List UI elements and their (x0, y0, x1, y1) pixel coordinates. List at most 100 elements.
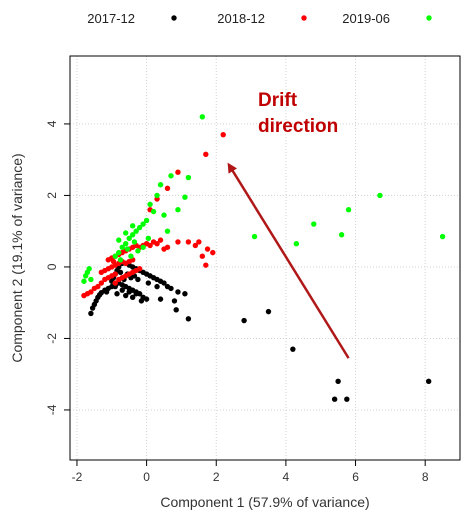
data-point (199, 114, 206, 120)
legend-marker (171, 15, 177, 21)
data-point (117, 269, 124, 276)
y-tick-label: -4 (45, 404, 59, 415)
data-point (290, 346, 296, 352)
data-point (116, 237, 122, 243)
data-point (136, 266, 143, 272)
legend-label: 2017-12 (87, 11, 135, 26)
legend-label: 2018-12 (217, 11, 265, 26)
x-tick-label: 6 (352, 470, 359, 484)
x-tick-label: 4 (283, 470, 290, 484)
data-point (123, 230, 129, 236)
data-point (147, 201, 153, 208)
drift-arrow (227, 162, 350, 359)
x-axis-title: Component 1 (57.9% of variance) (160, 494, 369, 510)
data-point (157, 182, 164, 188)
data-point (168, 173, 174, 179)
data-point (136, 224, 143, 231)
data-point (345, 207, 352, 213)
data-point (112, 271, 118, 277)
data-point (126, 235, 132, 242)
data-point (335, 378, 341, 385)
data-point (175, 207, 181, 213)
data-point (129, 294, 136, 301)
data-point (129, 223, 136, 229)
data-point (161, 212, 167, 218)
data-point (164, 244, 171, 250)
data-point (140, 221, 146, 227)
data-point (164, 185, 171, 191)
data-point (220, 131, 226, 138)
data-point (185, 239, 192, 245)
data-point (124, 246, 131, 252)
y-tick-label: 2 (45, 192, 59, 199)
data-point (114, 291, 120, 297)
data-point (116, 249, 122, 256)
data-point (133, 228, 139, 234)
data-point (377, 192, 383, 199)
data-point (147, 242, 153, 249)
series-2018-12 (81, 131, 226, 299)
data-point (157, 296, 164, 302)
data-point (157, 237, 164, 243)
data-point (143, 217, 150, 224)
x-tick-label: 0 (143, 470, 150, 484)
data-point (204, 246, 211, 252)
data-point (311, 221, 317, 227)
data-point (81, 278, 87, 284)
data-point (439, 233, 446, 240)
data-point (112, 280, 118, 286)
data-point (154, 192, 160, 199)
data-point (175, 289, 181, 295)
data-point (86, 266, 92, 272)
data-point (128, 253, 134, 259)
data-point (129, 232, 136, 238)
data-point (251, 233, 258, 240)
drift-annotation: Drift direction (227, 90, 350, 359)
data-point (154, 240, 160, 247)
series-2019-06 (81, 114, 446, 284)
data-point (203, 262, 209, 268)
data-point (88, 276, 94, 283)
plot-frame (69, 55, 461, 461)
data-point (196, 239, 202, 245)
data-point (154, 283, 160, 290)
drift-label: Drift (258, 90, 298, 111)
data-point (171, 298, 178, 304)
data-point (95, 283, 101, 290)
data-point (199, 253, 206, 259)
data-point (131, 239, 138, 245)
data-point (161, 280, 167, 286)
data-point (425, 378, 432, 385)
data-point (175, 239, 181, 245)
data-point (112, 253, 118, 259)
data-point (338, 232, 345, 238)
data-point (117, 257, 124, 263)
data-point (135, 248, 141, 254)
data-point (119, 287, 125, 293)
legend-marker (426, 15, 432, 21)
data-point (123, 292, 129, 299)
data-point (138, 298, 145, 304)
data-point (210, 249, 216, 256)
legend: 2017-12 2018-12 2019-06 (87, 11, 432, 26)
data-point (88, 289, 94, 295)
data-point (182, 291, 188, 297)
data-point (123, 240, 129, 247)
data-point (173, 307, 179, 313)
data-point (344, 396, 350, 402)
data-point (168, 285, 174, 292)
data-point (331, 396, 338, 402)
data-point (185, 316, 192, 322)
data-point (203, 151, 209, 158)
data-point (241, 317, 247, 324)
data-point (293, 240, 300, 247)
data-point (126, 289, 132, 295)
legend-marker (301, 15, 307, 21)
y-axis-title: Component 2 (19.1% of variance) (9, 153, 25, 362)
data-point (135, 276, 141, 283)
data-point (185, 174, 192, 181)
data-point (110, 258, 117, 265)
data-point (119, 244, 125, 250)
x-tick-label: -2 (72, 470, 83, 484)
